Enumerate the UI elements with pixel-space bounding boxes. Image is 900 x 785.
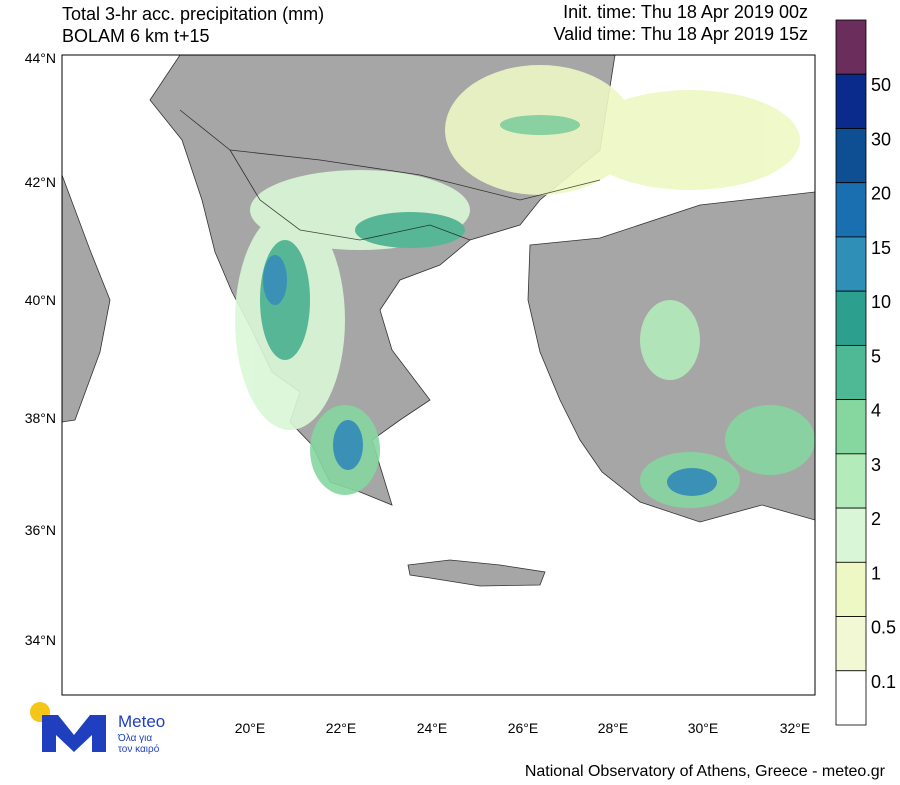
colorbar-label: 5 (871, 346, 881, 366)
logo-tagline: τον καιρό (118, 743, 160, 755)
colorbar-label: 10 (871, 292, 891, 312)
colorbar-swatch (835, 453, 867, 509)
colorbar-label: 4 (871, 401, 881, 421)
colorbar-swatch (835, 182, 867, 238)
colorbar-swatch (835, 236, 867, 292)
precipitation (235, 65, 815, 508)
lon-label: 26°E (508, 720, 539, 736)
colorbar-swatch (835, 128, 867, 184)
lat-label: 34°N (25, 632, 56, 648)
subtitle: BOLAM 6 km t+15 (62, 26, 210, 46)
map: 44°N 42°N 40°N 38°N 36°N 34°N 20°E 22°E … (25, 50, 816, 736)
lat-label: 36°N (25, 522, 56, 538)
logo-name: Meteo (118, 712, 165, 731)
lat-label: 40°N (25, 292, 56, 308)
lon-label: 32°E (780, 720, 811, 736)
lon-label: 22°E (326, 720, 357, 736)
lat-label: 38°N (25, 410, 56, 426)
colorbar-swatch (835, 344, 867, 401)
colorbar-label: 3 (871, 455, 881, 475)
colorbar-swatch (835, 73, 867, 129)
logo-tagline: Όλα για (117, 733, 152, 744)
logo: Meteo Όλα για τον καιρό (30, 702, 165, 755)
lon-label: 24°E (417, 720, 448, 736)
land (62, 174, 111, 423)
colorbar-swatch (835, 507, 867, 563)
colorbar-label: 1 (871, 563, 881, 583)
footer: National Observatory of Athens, Greece -… (525, 763, 886, 780)
colorbar-label: 50 (871, 75, 891, 95)
colorbar-label: 0.5 (871, 618, 896, 638)
lon-labels: 20°E 22°E 24°E 26°E 28°E 30°E 32°E (235, 720, 811, 736)
colorbar-swatch (835, 616, 867, 672)
lat-labels: 44°N 42°N 40°N 38°N 36°N 34°N (25, 50, 56, 648)
lon-label: 28°E (598, 720, 629, 736)
colorbar-label: 20 (871, 184, 891, 204)
colorbar-label: 15 (871, 238, 891, 258)
lon-label: 20°E (235, 720, 266, 736)
colorbar-swatch (835, 19, 867, 75)
colorbar-label: 30 (871, 129, 891, 149)
lat-label: 44°N (25, 50, 56, 66)
colorbar-swatch (835, 399, 867, 455)
colorbar-swatch (835, 670, 867, 726)
init-time: Init. time: Thu 18 Apr 2019 00z (563, 2, 808, 22)
colorbar-label: 0.1 (871, 672, 896, 692)
title: Total 3-hr acc. precipitation (mm) (62, 4, 324, 24)
lon-label: 30°E (688, 720, 719, 736)
land (407, 559, 546, 587)
valid-time: Valid time: Thu 18 Apr 2019 15z (554, 24, 809, 44)
colorbar: 50 30 20 15 10 5 4 3 2 1 0.5 0.1 (835, 19, 896, 726)
colorbar-label: 2 (871, 509, 881, 529)
colorbar-swatch (835, 561, 867, 617)
lat-label: 42°N (25, 174, 56, 190)
colorbar-swatch (835, 290, 867, 346)
